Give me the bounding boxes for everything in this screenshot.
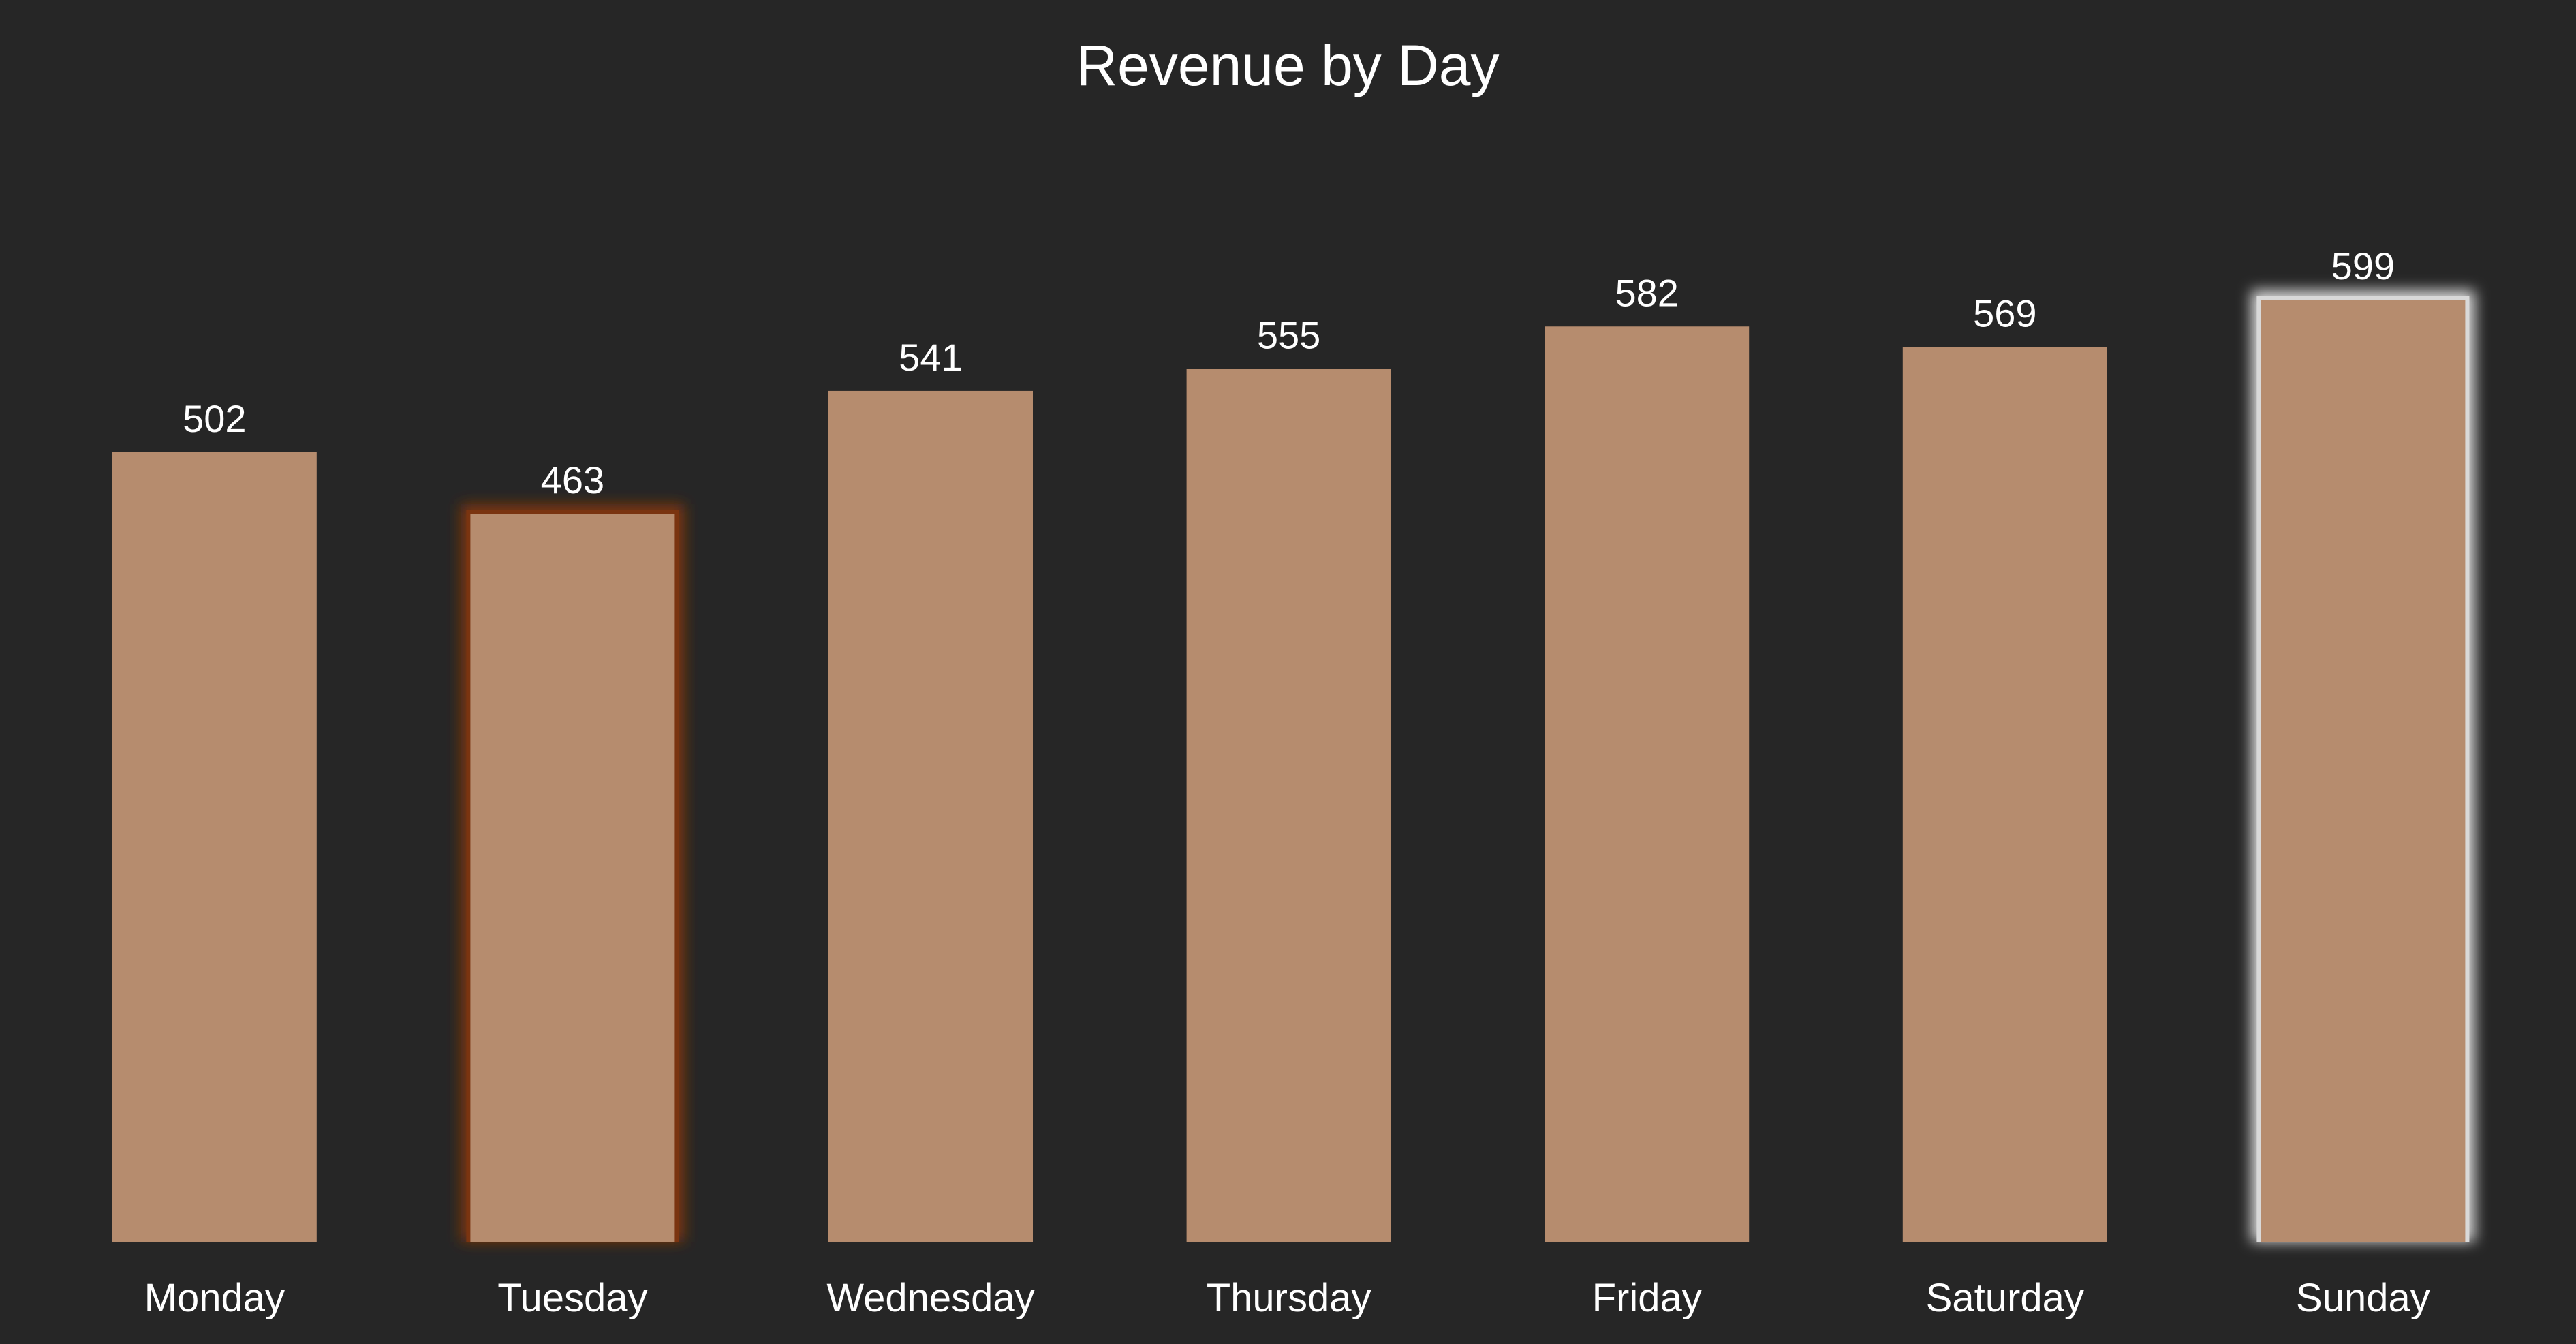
bar-sunday[interactable] [2261, 300, 2466, 1242]
data-label-saturday: 569 [1973, 292, 2036, 334]
category-label-monday: Monday [144, 1276, 285, 1320]
bar-tuesday[interactable] [470, 514, 675, 1242]
chart-title: Revenue by Day [1076, 33, 1499, 97]
labels-layer: 502 Monday 463 Tuesday 541 Wednesday 555 Thursd… [144, 245, 2430, 1320]
category-label-sunday: Sunday [2296, 1276, 2430, 1320]
category-label-saturday: Saturday [1926, 1276, 2084, 1320]
category-label-thursday: Thursday [1207, 1276, 1371, 1320]
bar-wednesday[interactable] [828, 390, 1033, 1242]
data-label-sunday: 599 [2331, 245, 2395, 287]
data-label-thursday: 555 [1257, 314, 1320, 357]
bar-friday[interactable] [1545, 326, 1750, 1242]
data-label-friday: 582 [1615, 271, 1678, 314]
bar-monday[interactable] [112, 452, 317, 1242]
bar-thursday[interactable] [1186, 369, 1391, 1242]
bar-saturday[interactable] [1902, 347, 2107, 1243]
category-label-wednesday: Wednesday [826, 1276, 1034, 1320]
category-label-tuesday: Tuesday [497, 1276, 647, 1320]
data-label-tuesday: 463 [541, 458, 604, 501]
data-label-wednesday: 541 [899, 336, 962, 379]
data-label-monday: 502 [183, 397, 246, 440]
bars-layer [112, 290, 2475, 1243]
category-label-friday: Friday [1592, 1276, 1702, 1320]
